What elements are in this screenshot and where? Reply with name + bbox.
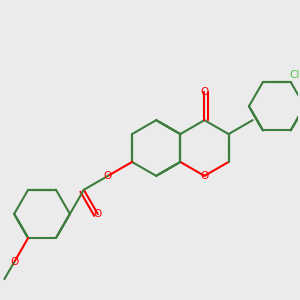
Text: O: O [104,171,112,181]
Text: O: O [200,87,208,97]
Text: Cl: Cl [290,70,300,80]
Text: O: O [200,171,208,181]
Text: O: O [10,257,18,267]
Text: O: O [94,209,102,219]
